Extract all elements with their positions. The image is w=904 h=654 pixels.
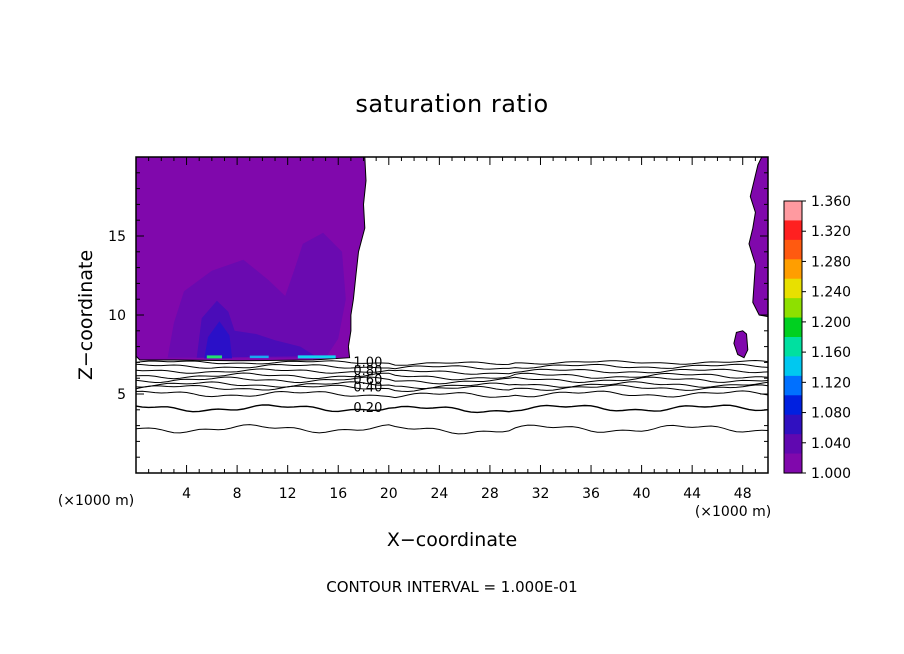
x-tick-label: 36 xyxy=(582,486,600,502)
colorbar-tick-label: 1.240 xyxy=(811,285,851,301)
contour-line xyxy=(135,368,769,375)
colorbar-cell xyxy=(784,220,802,241)
y-tick-label: 10 xyxy=(108,308,126,324)
colorbar-tick-label: 1.040 xyxy=(811,436,851,452)
colorbar-frame xyxy=(783,200,803,474)
colorbar-cell xyxy=(784,317,802,338)
contour-line xyxy=(135,404,769,414)
x-unit-right: (×1000 m) xyxy=(695,504,771,520)
contour-label: 0.60 xyxy=(353,373,382,388)
x-tick-label: 4 xyxy=(182,486,191,502)
colorbar-cell xyxy=(784,453,802,474)
contour-label: 0.80 xyxy=(353,364,382,379)
colorbar: 1.360 1.320 1.280 1.240 1.200 1.160 1.120 1.080… xyxy=(783,194,851,482)
contour-line xyxy=(135,372,769,381)
colorbar-tick-label: 1.320 xyxy=(811,224,851,240)
contour-interval-note: CONTOUR INTERVAL = 1.000E-01 xyxy=(326,578,577,596)
colorbar-cell xyxy=(784,356,802,377)
cloud-region-right xyxy=(748,156,769,318)
contour-line xyxy=(135,359,769,366)
contour-line xyxy=(135,363,769,370)
colorbar-cell xyxy=(784,239,802,260)
y-axis-ticks: 5 10 15 xyxy=(108,172,768,458)
contour-line xyxy=(135,384,769,393)
y-axis-label: Z−coordinate xyxy=(75,250,97,380)
contour-label: 0.40 xyxy=(353,381,382,396)
y-tick-label: 15 xyxy=(108,229,126,245)
colorbar-tick-label: 1.280 xyxy=(811,254,851,270)
colorbar-cell xyxy=(784,395,802,416)
contour-label: 0.20 xyxy=(353,401,382,416)
cloud-region-peak xyxy=(204,321,233,359)
x-tick-label: 48 xyxy=(734,486,752,502)
colorbar-tick-label: 1.160 xyxy=(811,345,851,361)
x-tick-label: 28 xyxy=(481,486,499,502)
contour-line xyxy=(135,376,769,385)
colorbar-tick-label: 1.000 xyxy=(811,466,851,482)
colorbar-ticks: 1.360 1.320 1.280 1.240 1.200 1.160 1.120 1.080… xyxy=(802,194,851,482)
colorbar-cell xyxy=(784,298,802,319)
colorbar-cell xyxy=(784,375,802,396)
colorbar-cell xyxy=(784,414,802,435)
plot-area: 1.000.800.600.400.20 4 8 12 16 20 24 28 32 36 40 4… xyxy=(108,156,769,502)
x-tick-label: 12 xyxy=(279,486,297,502)
x-tick-label: 20 xyxy=(380,486,398,502)
x-tick-label: 8 xyxy=(233,486,242,502)
x-tick-label: 24 xyxy=(430,486,448,502)
y-tick-label: 5 xyxy=(117,387,126,403)
x-tick-label: 40 xyxy=(633,486,651,502)
contour-label: 1.00 xyxy=(353,355,382,370)
colorbar-cell xyxy=(784,259,802,280)
colorbar-cells xyxy=(784,201,802,474)
x-axis-label: X−coordinate xyxy=(387,529,517,551)
colorbar-cell xyxy=(784,434,802,455)
colorbar-tick-label: 1.080 xyxy=(811,406,851,422)
colorbar-cell xyxy=(784,278,802,299)
x-axis-ticks: 4 8 12 16 20 24 28 32 36 40 44 48 xyxy=(148,157,756,502)
x-tick-label: 16 xyxy=(329,486,347,502)
cloud-region-patch xyxy=(733,330,749,359)
contour-line xyxy=(135,424,769,435)
colorbar-cell xyxy=(784,337,802,358)
chart-title: saturation ratio xyxy=(355,90,548,118)
colorbar-tick-label: 1.360 xyxy=(811,194,851,210)
colorbar-tick-label: 1.120 xyxy=(811,375,851,391)
x-tick-label: 44 xyxy=(683,486,701,502)
colorbar-tick-label: 1.200 xyxy=(811,315,851,331)
x-unit-left: (×1000 m) xyxy=(58,493,134,509)
contour-line xyxy=(135,381,769,390)
contour-lines xyxy=(135,359,769,435)
supersaturated-fill xyxy=(135,156,769,362)
contour-labels: 1.000.800.600.40 0.20 xyxy=(353,355,382,416)
colorbar-cell xyxy=(784,201,802,222)
contour-line xyxy=(135,390,769,399)
x-tick-label: 32 xyxy=(532,486,550,502)
